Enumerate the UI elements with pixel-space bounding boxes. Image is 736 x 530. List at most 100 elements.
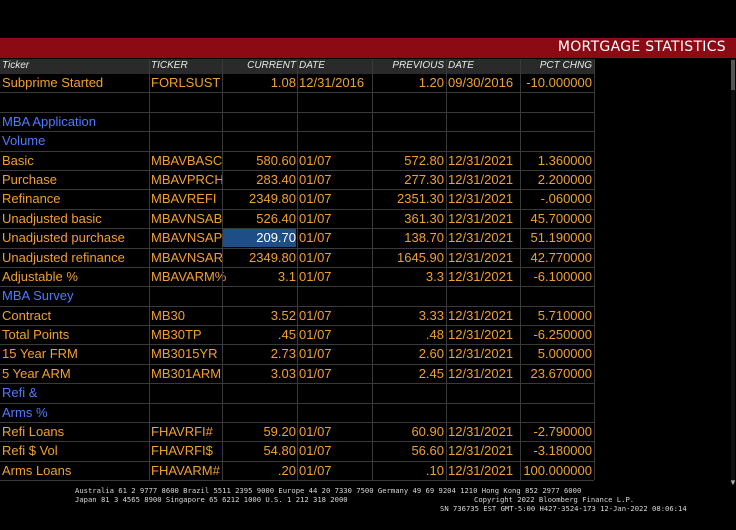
cell-current: 59.20 [263, 424, 296, 440]
table-row[interactable]: Adjustable % MBAVARM% 3.1 01/07 3.3 12/31/202… [0, 268, 594, 288]
cell-ticker[interactable]: FHAVRFI$ [151, 443, 213, 459]
cell-current-date: 01/07 [299, 327, 332, 343]
cell-current: 54.80 [263, 443, 296, 459]
cell-previous-date: 12/31/2021 [448, 152, 514, 168]
cell-previous: .48 [425, 327, 444, 343]
table-row[interactable]: 5 Year ARM MB301ARM 3.03 01/07 2.45 12/31/202… [0, 365, 594, 385]
selected-cell-highlight [223, 229, 296, 248]
cell-name: MBA Survey [2, 288, 74, 304]
cell-previous-date: 12/31/2021 [448, 346, 514, 362]
header-ticker[interactable]: TICKER [151, 60, 188, 71]
column-divider [149, 59, 150, 480]
header-previous[interactable]: PREVIOUS [392, 60, 444, 71]
cell-current-date: 01/07 [299, 191, 332, 207]
cell-pct-change: 51.190000 [530, 230, 592, 246]
cell-ticker[interactable]: MB30TP [151, 327, 202, 343]
cell-ticker[interactable]: MBAVARM% [151, 268, 227, 284]
cell-previous: 2.60 [418, 346, 444, 362]
cell-pct-change: -6.250000 [533, 327, 592, 343]
cell-pct-change: 2.200000 [537, 171, 592, 187]
cell-name: Subprime Started [2, 75, 104, 90]
column-divider [372, 59, 373, 480]
cell-current-date: 01/07 [299, 346, 332, 362]
cell-ticker[interactable]: FORLSUST [151, 75, 221, 90]
cell-ticker[interactable]: MB30 [151, 307, 185, 323]
cell-ticker[interactable]: FHAVRFI# [151, 424, 213, 440]
cell-previous: 56.60 [411, 443, 444, 459]
cell-name: Unadjusted basic [2, 210, 102, 226]
header-previous-date[interactable]: DATE [448, 60, 474, 71]
cell-current-date: 01/07 [299, 424, 332, 440]
cell-current: 2.73 [270, 346, 296, 362]
cell-previous: 277.30 [404, 171, 444, 187]
header-current-date[interactable]: DATE [299, 60, 325, 71]
title-bar: MORTGAGE STATISTICS [0, 38, 736, 58]
cell-current: 209.70 [256, 230, 296, 246]
cell-name: Adjustable % [2, 268, 78, 284]
cell-previous-date: 09/30/2016 [448, 75, 514, 90]
cell-previous-date: 12/31/2021 [448, 424, 514, 440]
cell-ticker[interactable]: MBAVNSAB [151, 210, 223, 226]
cell-previous: 361.30 [404, 210, 444, 226]
cell-previous-date: 12/31/2021 [448, 365, 514, 381]
cell-current: 580.60 [256, 152, 296, 168]
cell-previous: 2.45 [418, 365, 444, 381]
cell-current: 526.40 [256, 210, 296, 226]
cell-previous: 1.20 [418, 75, 444, 90]
cell-current: 3.1 [277, 268, 296, 284]
column-divider [222, 59, 223, 480]
cell-current: 2349.80 [249, 249, 296, 265]
cell-current-date: 01/07 [299, 268, 332, 284]
cell-ticker[interactable]: MBAVNSAP [151, 230, 223, 246]
scrollbar-thumb[interactable] [731, 60, 735, 90]
cell-pct-change: -6.100000 [533, 268, 592, 284]
cell-ticker[interactable]: MB301ARM [151, 365, 222, 381]
cell-previous: 60.90 [411, 424, 444, 440]
statistics-table: Ticker TICKER CURRENT DATE PREVIOUS DATE… [0, 59, 594, 482]
cell-name: Arms Loans [2, 462, 72, 478]
cell-pct-change: -2.790000 [533, 424, 592, 440]
cell-ticker[interactable]: MBAVBASC [151, 152, 223, 168]
cell-current-date: 01/07 [299, 462, 332, 478]
table-row[interactable]: Subprime Started FORLSUST 1.08 12/31/2016 1.… [0, 74, 594, 94]
cell-current-date: 01/07 [299, 152, 332, 168]
cell-name: Volume [2, 133, 46, 149]
cell-name: Purchase [2, 171, 57, 187]
header-pct-change[interactable]: PCT CHNG [539, 60, 592, 71]
scrollbar[interactable] [731, 59, 735, 484]
cell-pct-change: 5.000000 [537, 346, 592, 362]
table-row[interactable]: Basic MBAVBASC 580.60 01/07 572.80 12/31/2021… [0, 152, 594, 171]
cell-ticker[interactable]: MB3015YR [151, 346, 218, 362]
cell-ticker[interactable]: MBAVREFI [151, 191, 217, 207]
cell-current: .20 [277, 462, 296, 478]
cell-name: Unadjusted refinance [2, 249, 125, 265]
cell-name: Refi Loans [2, 424, 65, 440]
table-row[interactable]: 15 Year FRM MB3015YR 2.73 01/07 2.60 12/31/20… [0, 345, 594, 365]
cell-ticker[interactable]: MBAVNSAR [151, 249, 223, 265]
cell-name: Refi $ Vol [2, 443, 58, 459]
cell-ticker[interactable]: MBAVPRCH [151, 171, 224, 187]
cell-current-date: 01/07 [299, 249, 332, 265]
cell-previous: 3.3 [425, 268, 444, 284]
cell-ticker[interactable]: FHAVARM# [151, 462, 220, 478]
cell-name: Basic [2, 152, 34, 168]
table-row[interactable]: Arms Loans FHAVARM# .20 01/07 .10 12/31/2021 1… [0, 462, 594, 482]
cell-current-date: 01/07 [299, 230, 332, 246]
cell-name: Total Points [2, 327, 70, 343]
cell-pct-change: 42.770000 [530, 249, 592, 265]
cell-name: Arms % [2, 404, 48, 420]
header-ticker-name[interactable]: Ticker [2, 60, 30, 71]
cell-pct-change: 23.670000 [530, 365, 592, 381]
scroll-down-icon[interactable]: ▼ [729, 478, 736, 487]
cell-name: Refi & [2, 385, 38, 401]
cell-pct-change: 1.360000 [537, 152, 592, 168]
cell-current: 3.52 [270, 307, 296, 323]
cell-previous-date: 12/31/2021 [448, 268, 514, 284]
cell-current: 283.40 [256, 171, 296, 187]
window-title: MORTGAGE STATISTICS [557, 39, 726, 55]
cell-previous: 1645.90 [397, 249, 444, 265]
column-divider [594, 59, 595, 480]
cell-previous-date: 12/31/2021 [448, 307, 514, 323]
header-current[interactable]: CURRENT [247, 60, 296, 71]
cell-pct-change: -3.180000 [533, 443, 592, 459]
